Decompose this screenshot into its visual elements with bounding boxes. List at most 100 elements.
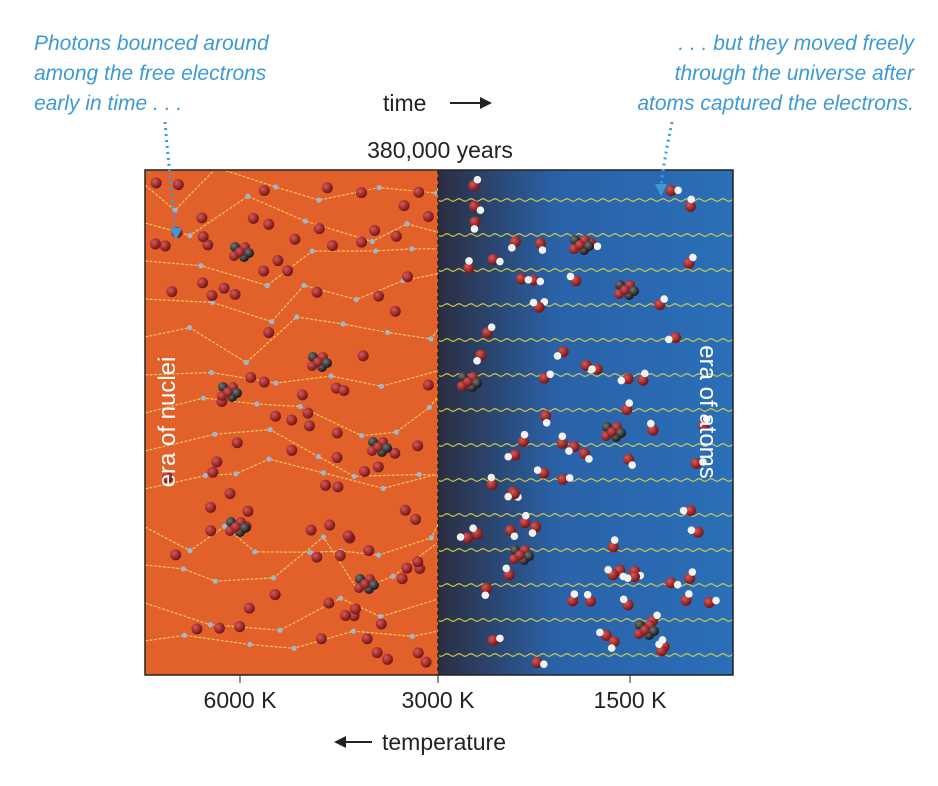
annotation-text: atoms captured the electrons. [637,92,914,115]
atom-electron [476,206,485,214]
nucleus [150,177,162,189]
electron [384,329,391,336]
atom-nucleus [540,410,552,422]
atom-electron [641,369,649,378]
atom-electron [470,225,479,233]
helium-part [235,247,245,257]
era-label: era of nuclei [154,357,181,488]
nucleus [191,623,203,635]
electron [376,552,382,558]
electron [212,431,218,437]
era-label: era of atoms [694,345,721,478]
atom-electron [655,640,663,649]
electron [338,595,344,601]
electron [320,534,327,540]
atom-electron [565,447,573,455]
electron [181,632,187,638]
nucleus [207,466,219,478]
electron [200,395,206,401]
nucleus [258,376,270,388]
nucleus [286,444,298,456]
atom-electron [623,574,632,582]
helium-part [616,428,626,438]
atom-electron [585,455,593,463]
electron [297,403,303,410]
nucleus [197,231,209,243]
atom-electron [510,532,519,541]
nucleus [412,440,424,452]
atom-electron [625,399,634,407]
atom-electron [520,430,529,439]
nucleus [363,545,375,557]
photon-path [145,370,438,387]
nucleus [149,238,161,250]
helium-part [575,240,585,250]
electron [209,299,216,306]
electron [233,471,239,477]
electron [187,232,193,239]
nucleus [213,622,225,634]
electron [328,373,334,379]
nucleus [218,282,230,294]
atom-nucleus [629,571,641,583]
photon-wave [438,408,733,412]
atom-nucleus [690,457,702,469]
atom-electron [610,536,619,544]
nucleus [196,212,208,224]
atom-electron [469,524,477,532]
electron [373,248,379,254]
atom-electron [583,590,592,599]
atom-electron [604,565,612,574]
electron [180,566,186,572]
nucleus [349,603,361,615]
annotation-text: through the universe after [675,62,915,85]
nucleus [331,451,343,463]
nucleus [231,437,243,449]
nucleus [323,597,335,609]
electron [376,184,382,191]
photon-wave [438,268,733,272]
atom-electron [521,511,530,520]
helium-part [584,241,594,251]
atom-electron [653,611,661,620]
panel-frame [144,169,734,676]
electron [320,470,327,476]
nucleus [422,379,434,391]
helium-part [313,357,323,367]
electron [254,401,260,407]
nucleus [197,277,209,289]
atom-electron [702,415,711,423]
electron [198,263,204,269]
photon-path [145,316,438,364]
atom-electron [646,419,655,428]
electron [433,190,438,196]
nucleus [422,210,434,222]
electron [243,359,249,366]
atom-electron [553,352,562,360]
electron [309,248,315,254]
nucleus [313,223,325,235]
nucleus [401,562,413,574]
atom-electron [628,461,636,469]
nucleus [224,488,236,500]
nucleus [296,389,308,401]
atom-electron [712,596,720,605]
atom-electron [473,357,481,365]
atom-electron [665,335,673,344]
atom-electron [699,458,707,466]
nucleus [389,305,401,317]
atom-nucleus [487,634,499,646]
electron [302,218,308,224]
electron [252,549,258,555]
annotation-text: early in time . . . [34,92,182,115]
nucleus [375,618,387,630]
nucleus [398,200,410,212]
atom-electron [487,473,496,482]
helium-part [515,550,525,560]
nucleus [243,602,255,614]
electron [264,282,270,289]
photon-wave [438,303,733,307]
electron [269,319,275,325]
atom-electron [540,660,548,668]
nucleus [289,233,301,245]
